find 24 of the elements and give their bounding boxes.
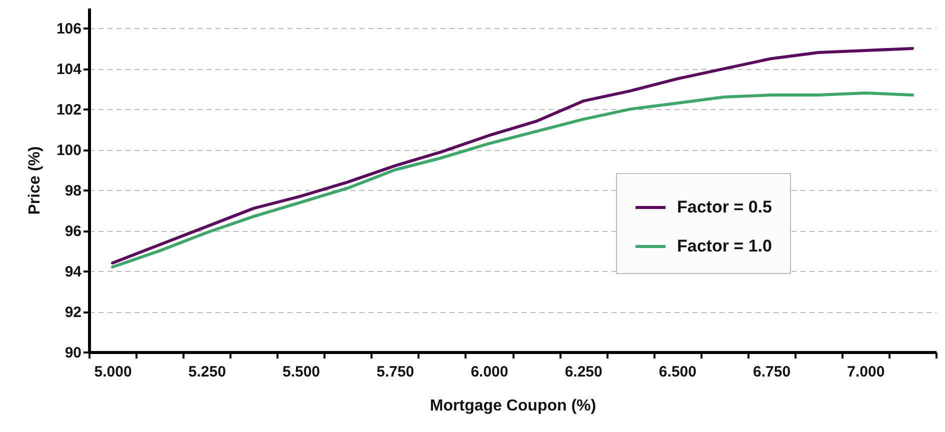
x-tick-label: 5.000: [94, 364, 132, 380]
y-tick-label: 102: [56, 102, 82, 119]
y-tick-label: 100: [56, 142, 82, 160]
x-axis-title: Mortgage Coupon (%): [430, 398, 596, 414]
x-tick-label: 5.500: [282, 364, 320, 380]
y-tick-label: 96: [64, 223, 82, 240]
y-tick-label: 92: [64, 304, 82, 322]
x-tick-label: 5.250: [188, 364, 226, 380]
y-tick-label: 104: [56, 61, 82, 78]
line-series: [111, 91, 914, 269]
x-tick-label: 5.750: [376, 364, 414, 380]
legend-label: Factor = 0.5: [677, 198, 772, 216]
x-tick-label: 6.250: [564, 364, 602, 380]
x-tick-label: 6.500: [658, 364, 696, 380]
y-tick-label: 98: [64, 182, 82, 200]
y-axis-title: Price (%): [26, 146, 44, 215]
x-tick-label: 6.000: [470, 364, 508, 380]
x-tick-label: 6.750: [753, 364, 791, 380]
legend-label: Factor = 1.0: [677, 236, 772, 256]
y-tick-label: 106: [56, 20, 82, 38]
line-series: [111, 46, 914, 264]
y-tick-label: 90: [64, 344, 82, 362]
x-tick-label: 7.000: [847, 364, 885, 380]
y-tick-label: 94: [64, 264, 82, 281]
